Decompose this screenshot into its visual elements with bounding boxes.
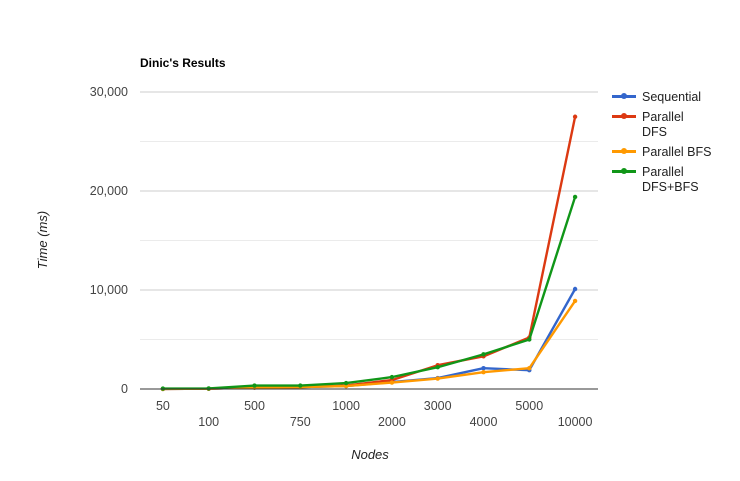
data-point[interactable]	[481, 369, 486, 375]
y-tick-label: 20,000	[90, 184, 128, 198]
grid-lines	[140, 91, 598, 340]
x-tick-label: 100	[198, 415, 219, 429]
legend-label: Parallel DFS	[642, 110, 684, 139]
data-point[interactable]	[206, 386, 211, 391]
x-tick-label: 500	[244, 399, 265, 413]
chart-title: Dinic's Results	[140, 56, 226, 70]
data-point[interactable]	[435, 376, 440, 381]
x-tick-label: 1000	[332, 399, 360, 413]
x-axis-title: Nodes	[351, 447, 389, 462]
data-point[interactable]	[481, 352, 486, 357]
legend: Sequential Parallel DFS Parallel BFS Parall…	[612, 90, 737, 200]
data-point[interactable]	[572, 114, 578, 119]
series-line	[162, 116, 577, 391]
y-tick-label: 30,000	[90, 85, 128, 99]
legend-item[interactable]: Parallel BFS	[612, 145, 737, 160]
x-tick-label: 4000	[470, 415, 498, 429]
legend-swatch	[612, 90, 636, 102]
legend-item[interactable]: Parallel DFS+BFS	[612, 165, 737, 195]
data-point[interactable]	[481, 366, 486, 371]
data-point[interactable]	[527, 366, 532, 371]
y-axis-ticks: 0 10,000 20,000 30,000	[90, 85, 128, 396]
series-sequential	[160, 286, 578, 392]
data-point[interactable]	[389, 380, 395, 385]
x-tick-label: 5000	[515, 399, 543, 413]
x-tick-label: 3000	[424, 399, 452, 413]
y-axis-title: Time (ms)	[35, 211, 50, 269]
legend-label: Parallel DFS+BFS	[642, 165, 699, 194]
x-axis-ticks: 50 100 500 750 1000 2000 3000 4000 5000 10000	[156, 399, 593, 429]
x-tick-label: 10000	[558, 415, 593, 429]
x-tick-label: 2000	[378, 415, 406, 429]
data-point[interactable]	[572, 286, 578, 292]
legend-item[interactable]: Parallel DFS	[612, 110, 737, 140]
legend-label: Sequential	[642, 90, 702, 104]
data-point[interactable]	[527, 337, 532, 342]
data-point[interactable]	[298, 383, 303, 388]
legend-swatch	[612, 110, 636, 122]
legend-swatch	[612, 145, 636, 157]
data-point[interactable]	[572, 194, 578, 200]
series-line	[162, 288, 577, 391]
y-tick-label: 0	[121, 382, 128, 396]
data-point[interactable]	[343, 380, 349, 386]
series-line	[162, 196, 577, 390]
series-parallel-dfs	[160, 114, 578, 392]
data-point[interactable]	[435, 365, 440, 370]
data-point[interactable]	[252, 383, 257, 388]
y-tick-label: 10,000	[90, 283, 128, 297]
data-point[interactable]	[389, 374, 395, 380]
series-lines	[160, 114, 578, 392]
x-tick-label: 50	[156, 399, 170, 413]
legend-label: Parallel BFS	[642, 145, 712, 159]
x-tick-label: 750	[290, 415, 311, 429]
series-parallel-dfs-bfs	[160, 194, 578, 391]
legend-item[interactable]: Sequential	[612, 90, 737, 105]
legend-swatch	[612, 165, 636, 177]
data-point[interactable]	[572, 298, 578, 304]
